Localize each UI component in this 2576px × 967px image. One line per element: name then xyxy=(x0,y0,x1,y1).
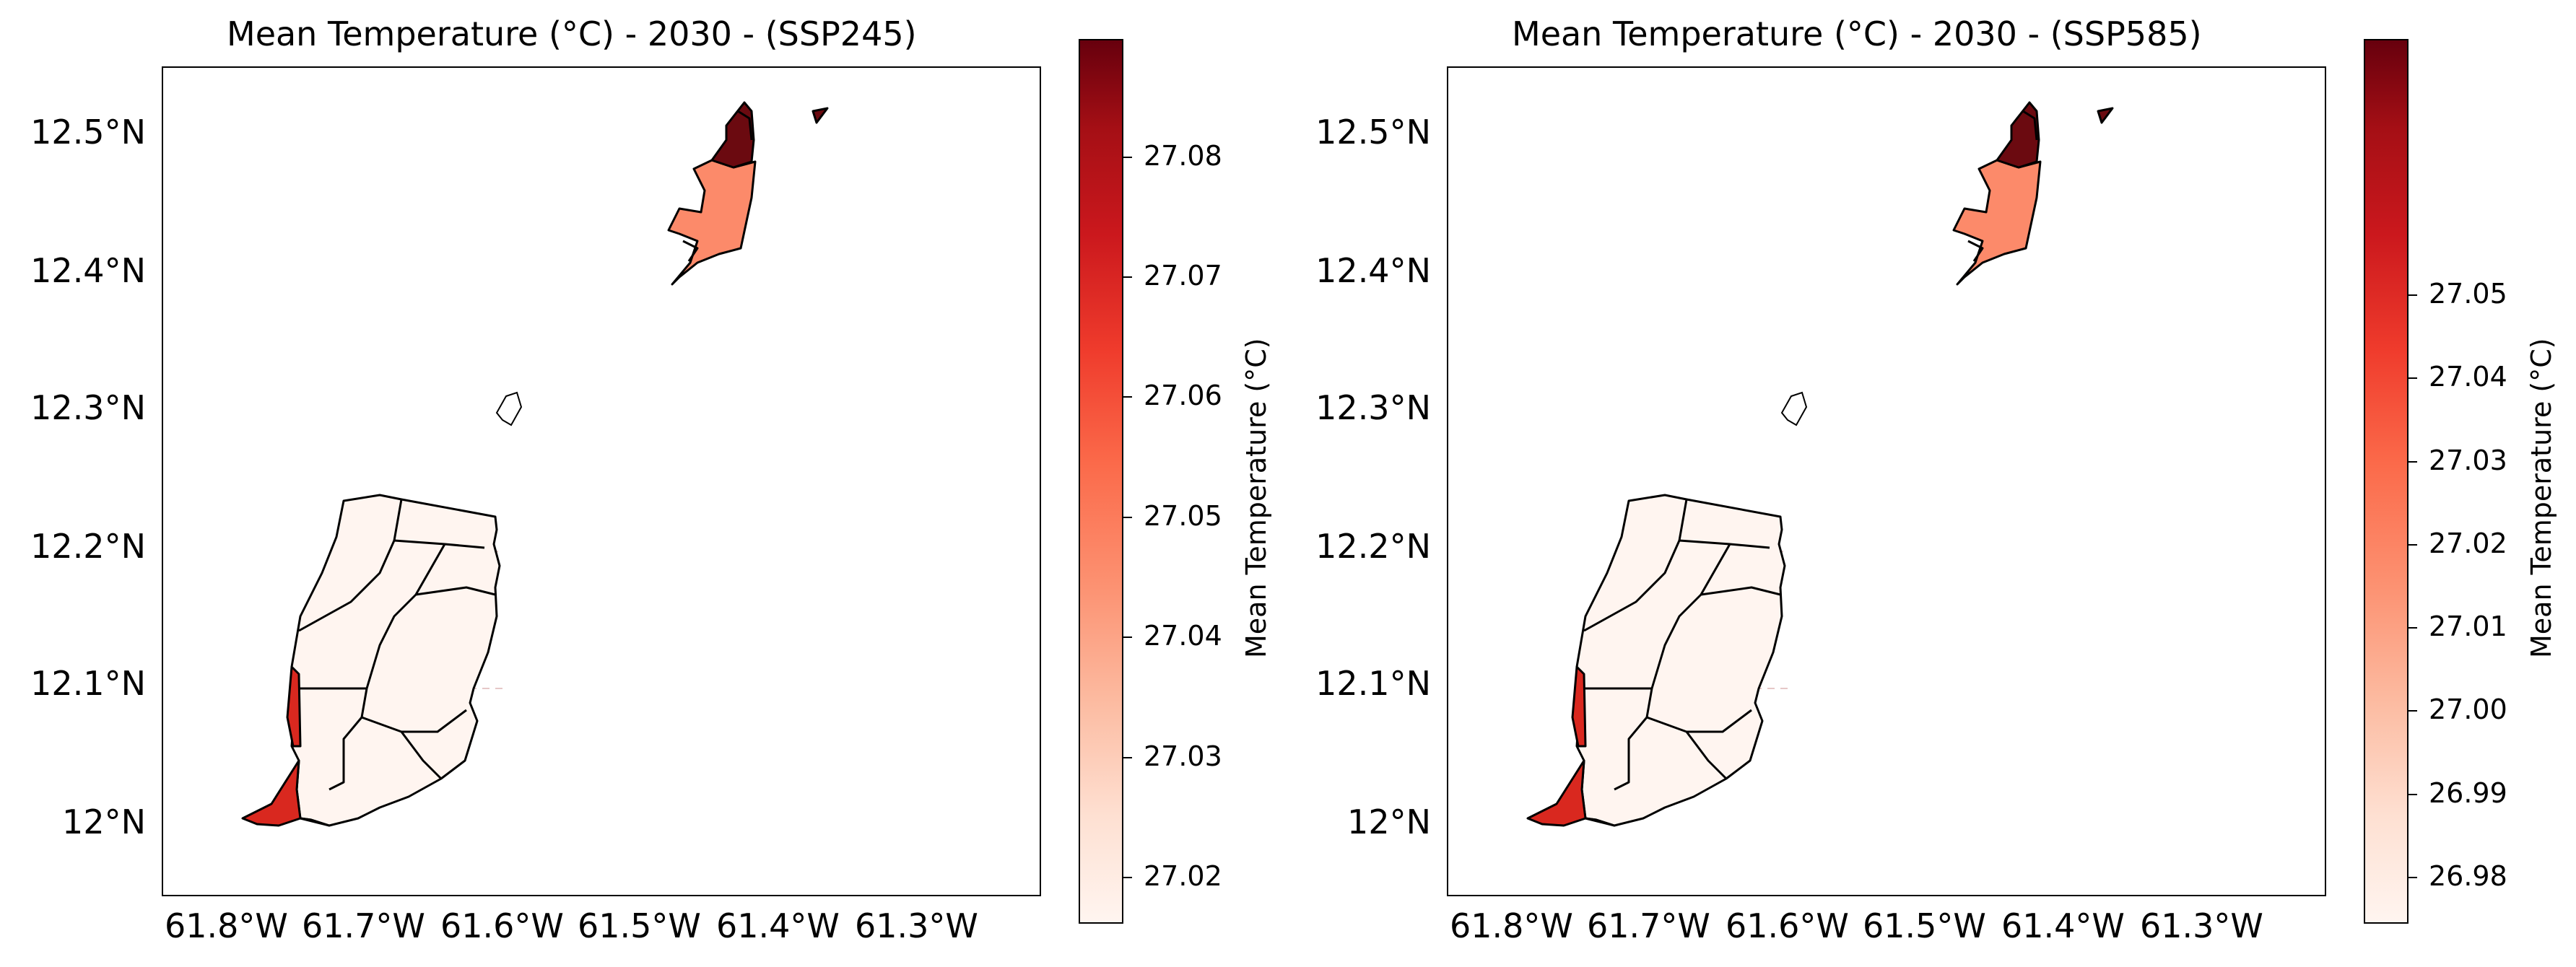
carriacou-parish xyxy=(667,159,757,286)
colorbar-title: Mean Temperature (°C) xyxy=(1240,338,1272,658)
colorbar xyxy=(1079,39,1123,924)
parish-boundaries xyxy=(298,499,496,791)
colorbar-tick-label: 27.07 xyxy=(1144,260,1222,292)
colorbar-title: Mean Temperature (°C) xyxy=(2525,338,2557,658)
parish-southwest-tip xyxy=(241,759,302,827)
lon-tick-label: 61.7°W xyxy=(302,906,425,945)
lat-tick-label: 12°N xyxy=(62,802,146,841)
small-island xyxy=(495,391,523,426)
lat-tick-label: 12.3°N xyxy=(1315,388,1431,427)
grenada-island xyxy=(241,494,501,827)
grenada-island xyxy=(1526,494,1786,827)
lon-tick-label: 61.3°W xyxy=(855,906,978,945)
carriacou-north-parish xyxy=(1996,101,2040,169)
lat-tick-label: 12.4°N xyxy=(1315,251,1431,290)
lon-tick-label: 61.5°W xyxy=(578,906,701,945)
colorbar-tick-label: 27.02 xyxy=(2429,528,2507,559)
colorbar-tick-label: 26.98 xyxy=(2429,860,2507,892)
panel-title: Mean Temperature (°C) - 2030 - (SSP245) xyxy=(227,14,917,53)
lon-tick-label: 61.3°W xyxy=(2140,906,2263,945)
parish-boundaries xyxy=(1583,499,1781,791)
panel-title: Mean Temperature (°C) - 2030 - (SSP585) xyxy=(1512,14,2202,53)
petite-martinique xyxy=(811,107,829,124)
colorbar-tick-label: 27.04 xyxy=(2429,361,2507,393)
lat-tick-label: 12°N xyxy=(1347,802,1431,841)
parish-region xyxy=(1575,494,1786,827)
lon-tick-label: 61.4°W xyxy=(2001,906,2125,945)
lon-tick-label: 61.4°W xyxy=(716,906,840,945)
lon-tick-label: 61.5°W xyxy=(1863,906,1986,945)
parish-southwest-tip xyxy=(1526,759,1587,827)
map-panel-ssp585: Mean Temperature (°C) - 2030 - (SSP585) … xyxy=(1285,0,2573,967)
colorbar xyxy=(2364,39,2409,924)
lat-tick-label: 12.2°N xyxy=(30,527,146,566)
colorbar-tick-label: 27.01 xyxy=(2429,611,2507,642)
colorbar-tick-label: 27.03 xyxy=(1144,740,1222,772)
map-svg xyxy=(1526,101,2114,827)
parish-region-west xyxy=(286,665,302,748)
colorbar-tick-label: 27.00 xyxy=(2429,693,2507,725)
petite-martinique xyxy=(2097,107,2114,124)
lon-tick-label: 61.6°W xyxy=(440,906,564,945)
carriacou-parish xyxy=(1952,159,2042,286)
map-svg xyxy=(241,101,829,827)
lat-tick-label: 12.1°N xyxy=(1315,664,1431,703)
carriacou-north-parish xyxy=(710,101,755,169)
map-panel-ssp245: Mean Temperature (°C) - 2030 - (SSP245) … xyxy=(30,14,1272,945)
lon-tick-label: 61.8°W xyxy=(165,906,288,945)
carriacou-island xyxy=(1952,101,2114,286)
lon-tick-label: 61.6°W xyxy=(1726,906,1849,945)
lat-tick-label: 12.5°N xyxy=(30,113,146,152)
colorbar-tick-label: 27.05 xyxy=(2429,278,2507,310)
lat-tick-label: 12.2°N xyxy=(1315,527,1431,566)
parish-region-west xyxy=(1571,665,1587,748)
colorbar-tick-label: 27.03 xyxy=(2429,445,2507,476)
colorbar-tick-label: 27.04 xyxy=(1144,620,1222,652)
lon-tick-label: 61.8°W xyxy=(1450,906,1573,945)
colorbar-tick-label: 27.05 xyxy=(1144,500,1222,532)
colorbar-tick-label: 26.99 xyxy=(2429,777,2507,809)
colorbar-tick-label: 27.02 xyxy=(1144,860,1222,892)
small-island xyxy=(1780,391,1808,426)
lat-tick-label: 12.5°N xyxy=(1315,113,1431,152)
lon-tick-label: 61.7°W xyxy=(1587,906,1710,945)
parish-region xyxy=(290,494,501,827)
map-area xyxy=(162,66,1041,896)
carriacou-island xyxy=(667,101,829,286)
lat-tick-label: 12.4°N xyxy=(30,251,146,290)
colorbar-tick-label: 27.06 xyxy=(1144,380,1222,411)
colorbar-tick-label: 27.08 xyxy=(1144,140,1222,172)
lat-tick-label: 12.1°N xyxy=(30,664,146,703)
lat-tick-label: 12.3°N xyxy=(30,388,146,427)
map-area xyxy=(1447,66,2326,896)
